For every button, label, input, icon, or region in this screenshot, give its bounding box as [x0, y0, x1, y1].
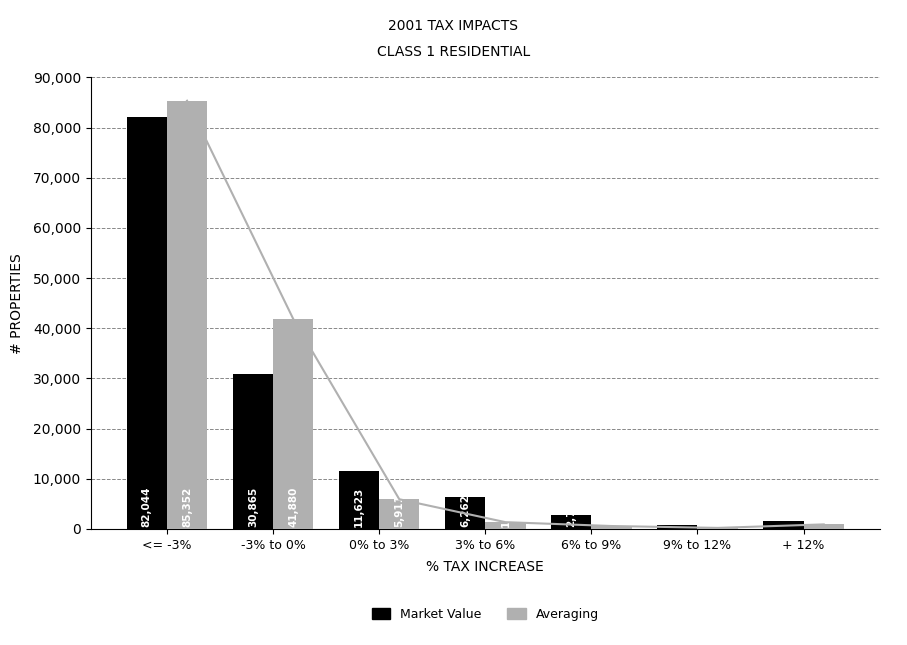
- Bar: [485, 522, 525, 529]
- Text: 85,352: 85,352: [182, 487, 192, 528]
- Bar: [697, 528, 737, 529]
- Bar: [233, 374, 273, 529]
- Text: 1,343: 1,343: [501, 494, 511, 528]
- Bar: [167, 101, 207, 529]
- Bar: [445, 497, 485, 529]
- Bar: [658, 525, 697, 529]
- Bar: [273, 319, 313, 529]
- Bar: [379, 499, 419, 529]
- Text: 2,795: 2,795: [566, 495, 576, 528]
- Text: 30,865: 30,865: [248, 487, 258, 528]
- X-axis label: % TAX INCREASE: % TAX INCREASE: [426, 560, 544, 574]
- Text: 6,262: 6,262: [460, 495, 470, 528]
- Text: 2001 TAX IMPACTS: 2001 TAX IMPACTS: [388, 19, 519, 34]
- Text: 5,911: 5,911: [395, 495, 405, 528]
- Legend: Market Value, Averaging: Market Value, Averaging: [366, 603, 604, 626]
- Y-axis label: # PROPERTIES: # PROPERTIES: [10, 253, 24, 353]
- Bar: [591, 526, 631, 529]
- Bar: [804, 524, 844, 529]
- Bar: [339, 471, 379, 529]
- Text: 41,880: 41,880: [288, 487, 298, 528]
- Bar: [764, 521, 804, 529]
- Text: 82,044: 82,044: [141, 487, 151, 528]
- Bar: [127, 117, 167, 529]
- Text: CLASS 1 RESIDENTIAL: CLASS 1 RESIDENTIAL: [377, 45, 530, 59]
- Bar: [551, 515, 591, 529]
- Text: 11,623: 11,623: [354, 487, 364, 528]
